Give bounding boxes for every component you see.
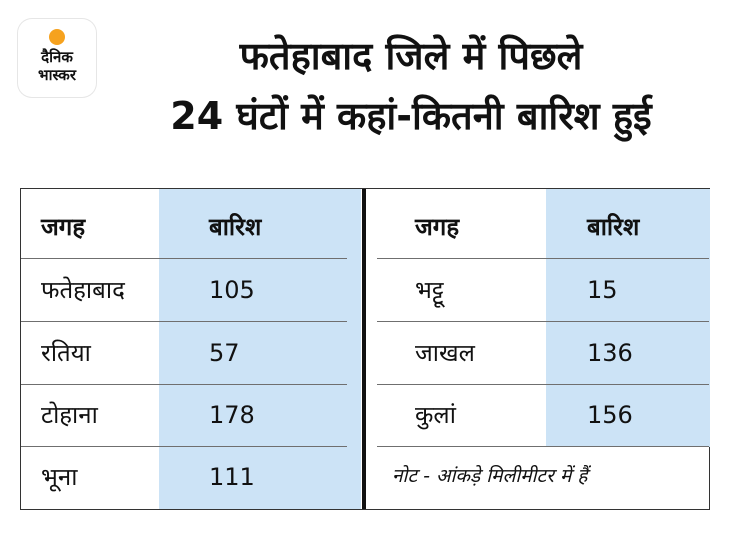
rain-cell: 15: [587, 276, 618, 304]
dainik-bhaskar-logo: दैनिक भास्कर: [18, 19, 96, 97]
row-divider: [377, 446, 709, 447]
logo-line-2: भास्कर: [38, 66, 76, 84]
header-place: जगह: [41, 213, 86, 241]
row-divider: [21, 446, 347, 447]
units-note: नोट - आंकड़े मिलीमीटर में हैं: [392, 465, 588, 487]
row-divider: [21, 258, 347, 259]
header-rain: बारिश: [587, 213, 640, 241]
place-cell: रतिया: [41, 339, 91, 367]
header-rain: बारिश: [209, 213, 262, 241]
row-divider: [377, 258, 709, 259]
table-row: भूना 111: [21, 447, 361, 509]
place-cell: भट्टू: [415, 276, 444, 304]
place-cell: भूना: [41, 463, 78, 491]
logo-line-1: दैनिक: [41, 48, 73, 66]
table-row: रतिया 57: [21, 323, 361, 385]
title-line-2: 24 घंटों में कहां-कितनी बारिश हुई: [170, 94, 652, 138]
table-header-right: जगह बारिश: [377, 197, 709, 259]
row-divider: [21, 384, 347, 385]
rain-cell: 136: [587, 339, 633, 367]
rain-cell: 111: [209, 463, 255, 491]
rain-cell: 57: [209, 339, 240, 367]
table-row: टोहाना 178: [21, 385, 361, 447]
title-line-1: फतेहाबाद जिले में पिछले: [239, 34, 583, 78]
rain-cell: 178: [209, 401, 255, 429]
place-cell: फतेहाबाद: [41, 276, 125, 304]
row-divider: [377, 384, 709, 385]
table-row: भट्टू 15: [377, 260, 709, 322]
table-row: कुलां 156: [377, 385, 709, 447]
table-header-left: जगह बारिश: [21, 197, 361, 259]
table-row: जाखल 136: [377, 323, 709, 385]
sun-icon: [49, 29, 65, 45]
rain-column-shade-left: [159, 189, 361, 509]
rain-cell: 156: [587, 401, 633, 429]
header-place: जगह: [415, 213, 460, 241]
rain-column-shade-right: [546, 189, 710, 447]
place-cell: जाखल: [415, 339, 475, 367]
place-cell: कुलां: [415, 401, 456, 429]
place-cell: टोहाना: [41, 401, 98, 429]
page-title: फतेहाबाद जिले में पिछले 24 घंटों में कहा…: [106, 26, 716, 146]
row-divider: [21, 321, 347, 322]
row-divider: [377, 321, 709, 322]
rainfall-table: जगह बारिश फतेहाबाद 105 रतिया 57 टोहाना 1…: [20, 188, 710, 510]
table-row: फतेहाबाद 105: [21, 260, 361, 322]
rain-cell: 105: [209, 276, 255, 304]
table-divider: [362, 189, 366, 509]
